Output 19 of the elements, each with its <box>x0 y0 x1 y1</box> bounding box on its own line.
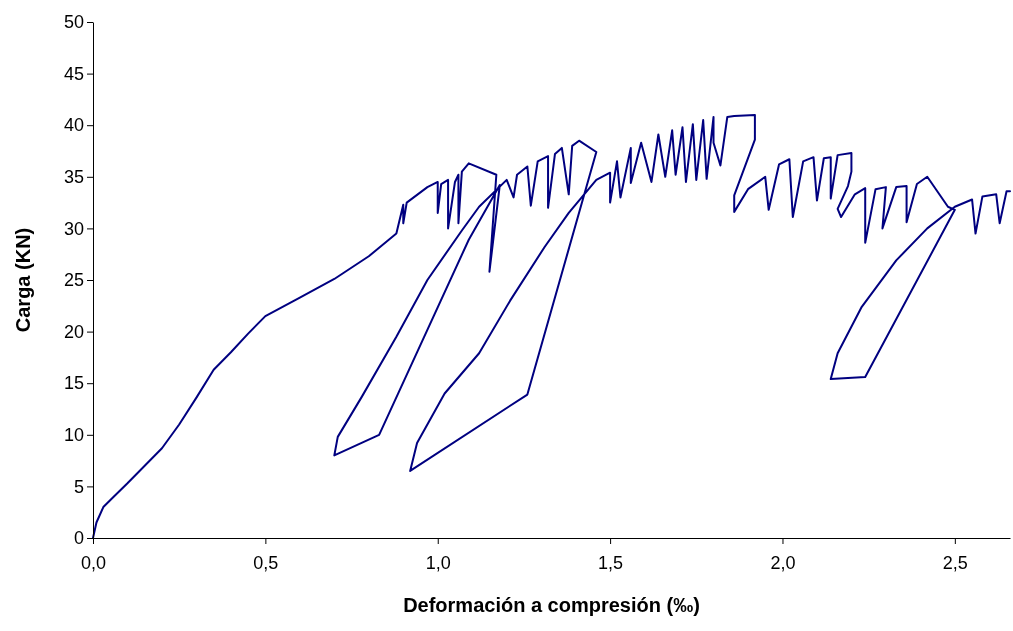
x-tick-label: 0,0 <box>80 552 107 573</box>
x-tick-label: 1,0 <box>425 552 451 573</box>
x-tick-label: 0,5 <box>253 552 279 573</box>
y-tick-label: 25 <box>63 270 84 291</box>
x-tick-label: 1,5 <box>598 552 624 573</box>
y-tick-label: 5 <box>73 476 84 497</box>
y-tick-label: 20 <box>63 321 84 342</box>
x-axis-title: Deformación a compresión (‰) <box>403 594 700 616</box>
x-tick-label: 2,5 <box>942 552 968 573</box>
y-tick-label: 0 <box>73 528 84 549</box>
y-tick-label: 30 <box>63 218 84 239</box>
y-tick-label: 35 <box>63 167 84 188</box>
y-tick-label: 50 <box>63 12 84 33</box>
y-tick-label: 15 <box>63 373 84 394</box>
y-tick-label: 40 <box>63 115 84 136</box>
x-tick-label: 2,0 <box>770 552 796 573</box>
y-axis-title: Carga (KN) <box>12 227 34 333</box>
y-tick-label: 45 <box>63 63 84 84</box>
y-tick-label: 10 <box>63 425 84 446</box>
